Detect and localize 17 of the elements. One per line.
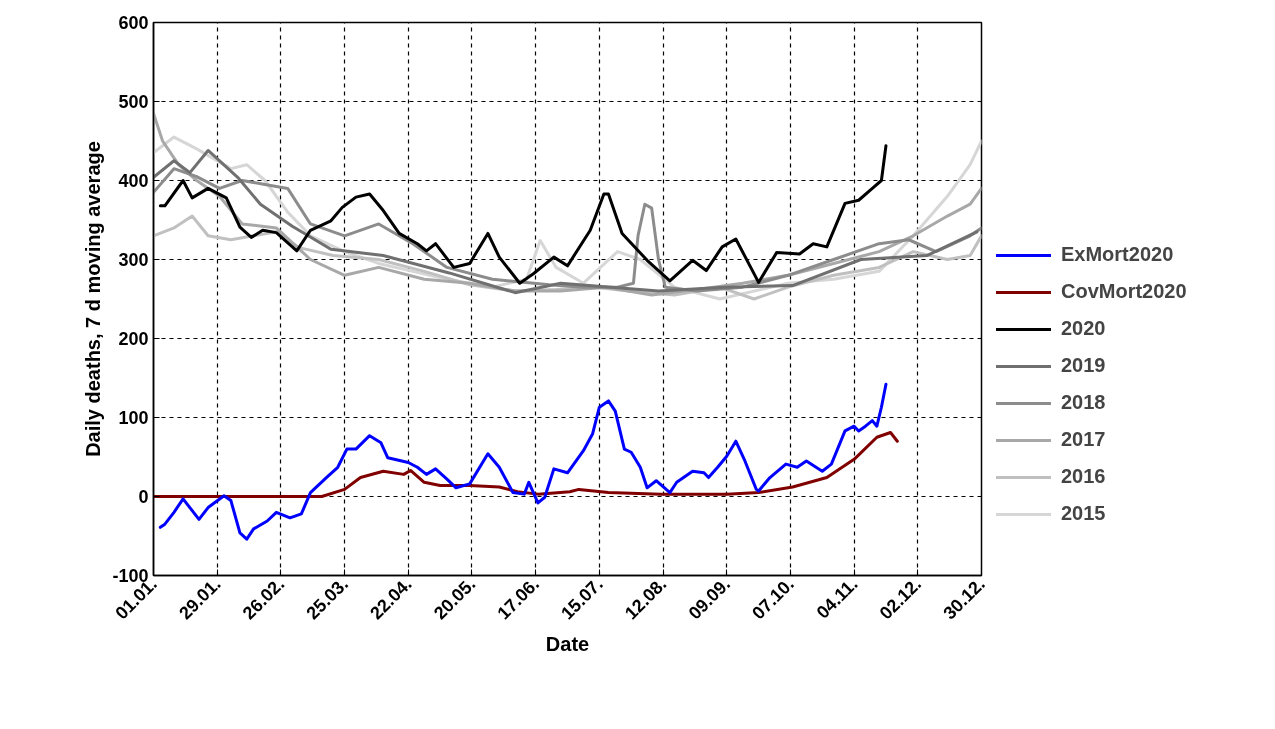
legend-label: 2015 [1061, 502, 1106, 525]
legend-label: 2018 [1061, 391, 1106, 414]
y-tick-label: 600 [118, 13, 149, 33]
legend-label: CovMort2020 [1061, 280, 1187, 303]
x-axis-title: Date [545, 633, 590, 656]
legend-label: ExMort2020 [1061, 243, 1174, 266]
y-tick-label: 200 [118, 329, 149, 349]
y-tick-label: 400 [118, 171, 149, 191]
y-tick-label: 0 [138, 487, 149, 507]
legend-label: 2016 [1061, 465, 1106, 488]
legend-label: 2019 [1061, 354, 1106, 377]
y-axis-title: Daily deaths, 7 d moving average [82, 141, 105, 457]
legend-label: 2020 [1061, 317, 1106, 340]
y-tick-label: 100 [118, 408, 149, 428]
legend-label: 2017 [1061, 428, 1106, 451]
y-tick-label: 300 [118, 250, 149, 270]
y-tick-label: 500 [118, 92, 149, 112]
